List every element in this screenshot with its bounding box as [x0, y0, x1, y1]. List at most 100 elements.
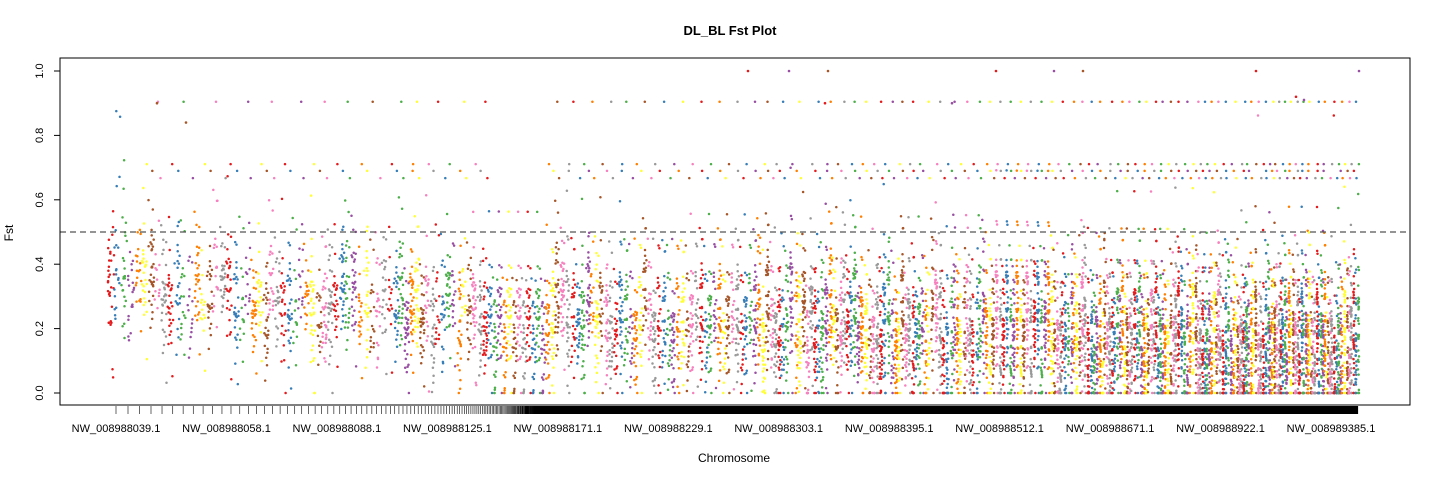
snp-point — [700, 100, 703, 103]
snp-point — [662, 100, 666, 103]
snp-point — [257, 222, 260, 225]
snp-point — [965, 379, 969, 383]
snp-point — [527, 296, 531, 299]
snp-point — [774, 375, 778, 378]
snp-point — [643, 100, 647, 103]
snp-point — [594, 315, 598, 318]
snp-point — [171, 374, 174, 378]
snp-point — [843, 223, 847, 227]
snp-point — [978, 100, 982, 103]
snp-point — [436, 315, 439, 318]
snp-point — [916, 362, 920, 366]
snp-point — [425, 320, 429, 324]
snp-point — [519, 314, 522, 318]
snp-point — [859, 215, 863, 218]
snp-point — [163, 330, 166, 334]
snp-point — [659, 308, 662, 311]
snp-point — [689, 342, 692, 346]
snp-point — [150, 248, 154, 251]
snp-point — [528, 315, 532, 318]
snp-point — [533, 305, 537, 309]
snp-point — [395, 317, 398, 320]
snp-point — [841, 347, 844, 351]
snp-point — [829, 303, 832, 306]
snp-point — [849, 199, 852, 202]
snp-point — [860, 337, 863, 340]
snp-point — [341, 314, 345, 317]
snp-point — [478, 293, 482, 297]
snp-point — [566, 352, 569, 356]
snp-point — [668, 344, 672, 347]
snp-point — [651, 315, 655, 318]
snp-point — [381, 276, 385, 279]
snp-point — [576, 355, 580, 359]
snp-point — [449, 304, 452, 308]
snp-point — [312, 311, 316, 314]
snp-point — [934, 329, 938, 332]
snp-point — [965, 336, 968, 340]
snp-point — [163, 301, 166, 304]
snp-point — [853, 100, 856, 103]
snp-point — [309, 270, 313, 273]
snp-point — [380, 261, 384, 265]
snp-point — [620, 341, 624, 344]
snp-point — [815, 376, 819, 379]
snp-point — [496, 339, 500, 342]
snp-point — [257, 301, 261, 304]
snp-point — [301, 296, 304, 299]
snp-point — [126, 274, 130, 278]
snp-point — [907, 344, 911, 347]
snp-point — [754, 332, 758, 335]
snp-point — [883, 307, 887, 311]
snp-point — [686, 317, 690, 320]
snp-point — [504, 311, 508, 314]
snp-point — [351, 255, 354, 259]
snp-point — [850, 319, 853, 322]
snp-point — [406, 333, 409, 337]
snp-point — [275, 325, 278, 328]
snp-point — [382, 235, 385, 239]
snp-point — [562, 279, 566, 283]
snp-point — [872, 370, 875, 373]
snp-point — [561, 315, 565, 319]
snp-point — [275, 285, 279, 289]
snp-point — [756, 317, 759, 320]
snp-point — [308, 311, 312, 315]
snp-point — [196, 300, 200, 303]
snp-point — [881, 319, 885, 322]
snp-point — [743, 300, 746, 303]
snp-point — [540, 376, 544, 379]
snp-point — [955, 343, 959, 346]
snp-point — [167, 342, 170, 346]
snp-point — [959, 295, 962, 298]
snp-point — [843, 100, 846, 103]
snp-point — [556, 304, 559, 308]
snp-point — [926, 324, 929, 328]
snp-point — [145, 310, 148, 314]
snp-point — [303, 295, 307, 299]
snp-point — [209, 333, 213, 337]
snp-point — [210, 302, 214, 306]
snp-point — [731, 303, 735, 307]
snp-point — [478, 352, 482, 355]
snp-point — [938, 327, 942, 330]
snp-point — [263, 293, 266, 297]
snp-point — [838, 351, 842, 355]
snp-point — [709, 369, 712, 373]
snp-point — [440, 318, 443, 321]
snp-point — [153, 298, 156, 301]
snp-point — [566, 331, 569, 335]
snp-point — [588, 283, 591, 287]
snp-point — [629, 359, 632, 363]
snp-point — [954, 265, 957, 268]
snp-point — [931, 307, 934, 310]
snp-point — [716, 340, 720, 344]
snp-point — [142, 252, 145, 256]
snp-point — [660, 366, 664, 369]
snp-point — [278, 250, 281, 254]
snp-point — [109, 259, 113, 262]
snp-point — [734, 337, 738, 341]
snp-point — [445, 326, 448, 329]
snp-point — [311, 344, 315, 347]
snp-point — [195, 245, 199, 249]
